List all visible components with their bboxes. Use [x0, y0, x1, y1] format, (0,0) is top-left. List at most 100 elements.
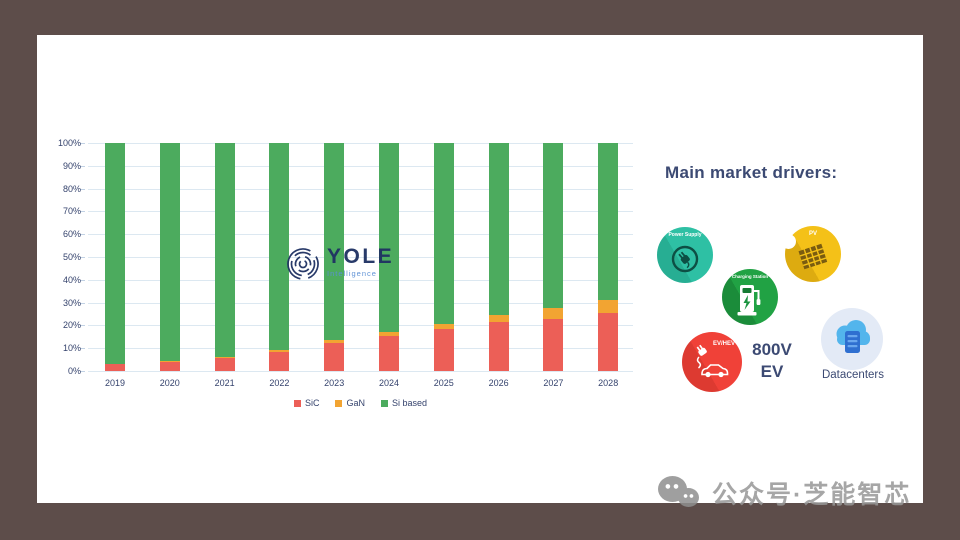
x-axis-label: 2026	[488, 378, 509, 388]
gridline	[88, 302, 633, 304]
datacenters-label: Datacenters	[821, 369, 884, 381]
x-axis-label: 2024	[378, 378, 400, 388]
gridline	[88, 371, 633, 372]
y-axis-tick	[80, 279, 85, 281]
x-axis-label: 2028	[598, 378, 619, 388]
bar-segment-2026-SiC	[488, 321, 509, 371]
bar-segment-2024-Si-based	[379, 143, 399, 333]
y-axis-label: 20%	[62, 320, 81, 331]
x-axis-label: 2023	[324, 378, 345, 388]
y-axis-label: 30%	[62, 297, 81, 308]
yole-logo-subtitle: Intelligence	[327, 269, 377, 278]
yole-logo-text: YOLE Intelligence	[327, 246, 394, 279]
bar-2021	[214, 143, 235, 371]
bar-2026	[488, 143, 509, 371]
bar-2024	[379, 143, 399, 371]
wechat-watermark-text: 公众号·芝能智芯	[712, 481, 912, 509]
y-axis-tick	[80, 302, 85, 304]
bar-segment-2026-GaN	[488, 314, 509, 322]
gridline	[88, 279, 633, 281]
cloud-server-icon	[836, 320, 870, 353]
bar-segment-2021-SiC	[214, 358, 235, 371]
bar-segment-2019-Si-based	[105, 143, 125, 364]
bar-segment-2021-Si-based	[214, 143, 235, 358]
wechat-icon	[658, 474, 702, 512]
x-axis-label: 2021	[214, 378, 235, 388]
bar-2025	[433, 143, 454, 371]
car-plug-icon	[696, 344, 729, 378]
bar-segment-2025-SiC	[433, 328, 454, 371]
drivers-heading: Main market drivers:	[665, 163, 838, 182]
bar-segment-2023-SiC	[324, 342, 345, 371]
legend-item-GaN: GaN	[335, 398, 365, 408]
ev-800v-line2: EV	[760, 362, 784, 381]
legend-swatch	[335, 399, 343, 407]
gridline	[88, 188, 633, 190]
bar-segment-2019-SiC	[105, 364, 125, 371]
bar-segment-2020-GaN	[159, 360, 180, 362]
y-axis-label: 0%	[67, 366, 81, 376]
gridline	[88, 211, 633, 213]
gridline	[88, 325, 633, 327]
legend-label: GaN	[346, 398, 365, 408]
ev-800v-label: 800V EV	[726, 339, 818, 383]
ev-hev-icon: EV/HEV	[682, 332, 742, 392]
y-axis-label: 80%	[62, 183, 81, 194]
bar-segment-2022-GaN	[269, 349, 290, 352]
bar-segment-2024-SiC	[379, 335, 399, 371]
pv-icon: PV	[781, 226, 841, 282]
gridline	[88, 234, 633, 236]
power-device-market-share-chart: SiC GaN Si based 0% 10% 20% 30% 40% 50% 60% 70% 80…	[37, 35, 697, 455]
bar-segment-2024-GaN	[379, 332, 399, 336]
ev-hev-label: EV/HEV	[712, 341, 735, 347]
y-axis-label: 90%	[62, 160, 81, 171]
ev-800v-line1: 800V	[752, 340, 792, 359]
bar-2023	[324, 143, 345, 371]
slide-card: SiC GaN Si based 0% 10% 20% 30% 40% 50% 60% 70% 80…	[37, 35, 923, 503]
plug-icon	[671, 245, 699, 273]
pv-label: PV	[808, 231, 817, 237]
power-supply-icon: Power Supply	[657, 227, 713, 283]
bar-segment-2025-GaN	[433, 323, 454, 329]
bar-segment-2023-GaN	[324, 339, 345, 343]
charging-station-icon: Charging Station	[722, 269, 778, 325]
bar-segment-2027-SiC	[543, 318, 564, 371]
bar-segment-2026-Si-based	[488, 143, 509, 315]
bar-segment-2022-Si-based	[269, 143, 290, 350]
legend-label: Si based	[392, 398, 428, 408]
bar-2027	[543, 143, 564, 371]
bar-segment-2022-SiC	[269, 351, 290, 371]
bar-segment-2019-GaN	[105, 363, 125, 365]
bar-segment-2028-GaN	[598, 300, 619, 313]
gridline	[88, 143, 633, 144]
legend-swatch	[381, 399, 388, 407]
x-axis-label: 2020	[159, 378, 180, 388]
legend-item-Si-based: Si based	[381, 398, 427, 408]
yole-logo: YOLE Intelligence	[285, 246, 394, 282]
y-axis-label: 40%	[62, 274, 81, 285]
charging-station-label: Charging Station	[731, 274, 769, 279]
y-axis-tick	[80, 371, 85, 372]
y-axis-tick	[80, 325, 85, 327]
legend-label: SiC	[304, 398, 320, 408]
x-axis-label: 2022	[269, 378, 290, 388]
x-axis-label: 2025	[433, 378, 454, 388]
y-axis-label: 70%	[62, 206, 81, 217]
x-axis-label: 2019	[104, 378, 126, 388]
y-axis-tick	[80, 165, 85, 167]
chart-legend: SiC GaN Si based	[88, 398, 633, 408]
y-axis-tick	[80, 143, 85, 144]
bar-segment-2023-Si-based	[324, 143, 345, 340]
bar-segment-2021-GaN	[214, 357, 235, 359]
legend-swatch	[293, 399, 301, 407]
y-axis-label: 100%	[57, 138, 81, 148]
y-axis-label: 10%	[62, 343, 81, 354]
y-axis-tick	[80, 234, 85, 236]
yole-logo-icon	[287, 248, 319, 280]
ev-charger-icon	[737, 285, 761, 316]
y-axis-tick	[80, 188, 85, 190]
bar-2020	[159, 143, 180, 371]
sun-icon	[781, 234, 796, 249]
bar-segment-2025-Si-based	[433, 143, 454, 324]
bar-2028	[598, 143, 619, 371]
